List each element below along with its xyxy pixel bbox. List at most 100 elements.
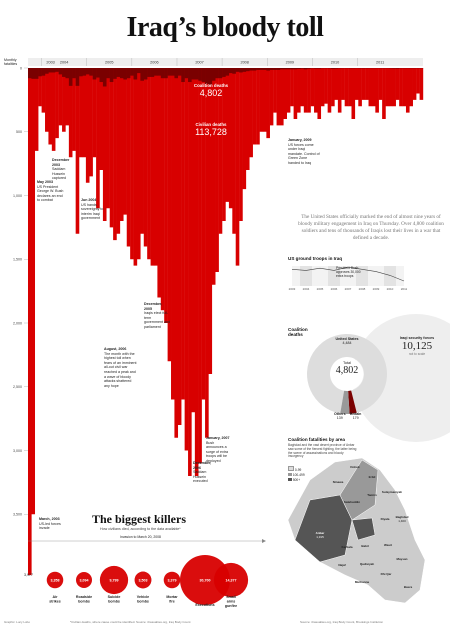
civilian-bar [256,68,260,145]
donut-chart [307,314,450,442]
map-subtitle: Baghdad and the vast desert province of … [288,444,358,459]
y-axis-label: Monthly fatalities [4,58,28,66]
coalition-label-block: Coalition deaths 4,802 [186,83,236,98]
civilian-bar [406,68,410,113]
civilian-bar [82,68,86,157]
civilian-bar [123,68,127,215]
coalition-bar [48,68,52,72]
coalition-bar [280,68,284,69]
coalition-bar [283,68,287,69]
coalition-bar [137,68,141,73]
civilian-bar [120,68,124,221]
civilian-bar [389,68,393,106]
civilian-bar [48,68,52,145]
coalition-bar [219,68,223,78]
civilian-bar [416,68,420,94]
civilian-bar [243,68,247,189]
killer-value: 3,094 [80,578,89,582]
coalition-bar [79,68,83,76]
civilian-bar [164,68,168,323]
civilian-bar [334,68,338,100]
civilian-bar [307,68,311,113]
civilian-bar [144,68,148,247]
annotation-dec-2006: December, 2006 Saddam Hussein executed [193,461,217,484]
coalition-bar [130,68,134,76]
coalition-bar [120,68,124,78]
annotation-aug-2006: August, 2006 The month with the highest t… [104,347,137,388]
coalition-bar [294,68,298,69]
coalition-bar [144,68,148,79]
civilian-bar [157,68,161,298]
civilian-bar [151,68,155,266]
killer-value: 3,358 [51,578,60,582]
civilian-bar [154,68,158,266]
coalition-bar [222,68,226,77]
civilian-bar [365,68,369,100]
coalition-bar [134,68,138,79]
coalition-bar [300,68,304,69]
coalition-bar [396,68,400,69]
coalition-bar [232,68,236,74]
donut-title: Coalition deaths [288,327,318,337]
killer-label: gunfire [225,604,237,608]
civilian-bar [328,68,332,113]
killers-subtitle: How civilians died, according to the dat… [100,527,181,531]
coalition-bar [45,68,49,74]
coalition-bar [59,68,63,74]
civilian-bar [300,68,304,106]
civilian-bar [181,68,185,400]
civilian-bar [86,68,90,183]
coalition-bar [249,68,253,71]
killers-invasion-label: Invasion to March 20, 2008 [118,535,163,539]
killer-value: 3,503 [139,578,148,582]
coalition-bar [164,68,168,78]
coalition-bar [171,68,175,76]
coalition-bar [69,68,73,86]
coalition-bar [195,68,199,79]
civilian-bar [28,68,32,575]
footer-left: Graphic: Lucy Lobo [4,620,30,624]
coalition-bar [106,68,110,78]
coalition-bar [89,68,93,76]
civilian-bar [110,68,114,227]
civilian-bar [403,68,407,106]
civilian-bar [386,68,390,106]
civilian-bar [358,68,362,106]
civilian-label-block: Civilian deaths 113,728 [183,122,239,137]
civilian-bar [253,68,257,145]
donut-others-label: Others 139 [334,412,346,420]
killer-label: arms [227,600,236,604]
civilian-bar [399,68,403,106]
killer-label: Air [53,595,59,599]
civilian-bar [76,68,80,234]
civilian-bar [55,68,59,138]
coalition-bar [35,68,39,79]
civilian-bar [355,68,359,100]
civilian-bar [96,68,100,208]
civilian-bar [161,68,165,310]
troops-x-label: 2005 [317,287,324,291]
coalition-bar [151,68,155,77]
annotation-jan-2007: January, 2007 Bush announces a surge of e… [206,436,232,464]
coalition-bar [55,68,59,72]
civilian-bar [130,68,134,259]
civilian-bar [147,68,151,259]
civilian-bar [379,68,383,100]
coalition-bar [188,68,192,82]
civilian-bar [246,68,250,170]
coalition-bar [181,68,185,82]
annotation-mar-2003: March, 2003 US-led forces invade [39,517,65,531]
map-value-anbar: 1,315 [316,535,324,539]
troops-x-label: 2007 [345,287,352,291]
coalition-bar [140,68,144,81]
killers-title: The biggest killers [92,512,186,527]
civilian-bar [249,68,253,157]
troops-title: US ground troops in Iraq [288,256,342,261]
troops-x-label: 2010 [387,287,394,291]
coalition-bar [270,68,274,70]
coalition-bar [334,68,338,69]
killer-label: strikes [49,600,61,604]
coalition-bar [42,68,46,76]
civilian-bar [362,68,366,100]
killer-label: Small [226,595,236,599]
